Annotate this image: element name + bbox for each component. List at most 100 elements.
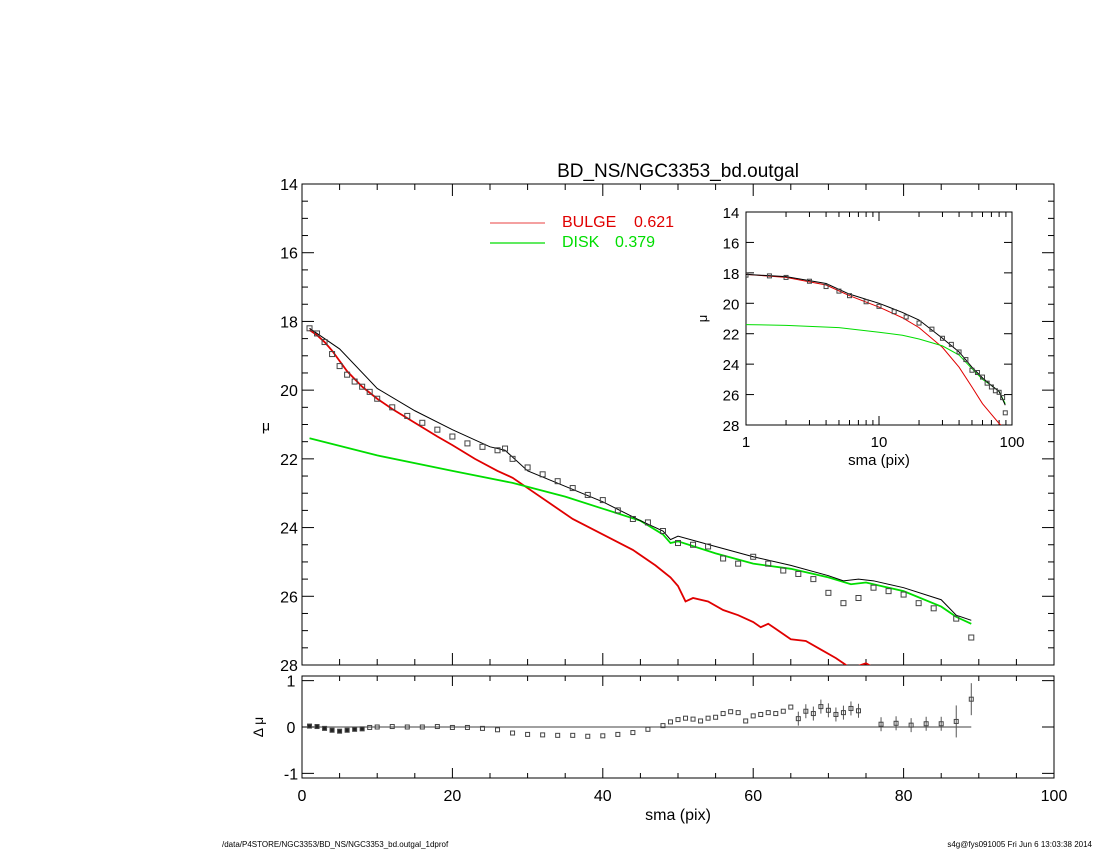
residual-point	[615, 731, 621, 737]
data-point	[870, 584, 877, 591]
residual-point	[968, 696, 974, 702]
residual-point	[307, 723, 313, 729]
residual-point	[352, 726, 358, 732]
residual-point	[720, 711, 726, 717]
data-point	[494, 447, 501, 454]
residual-point	[713, 714, 719, 720]
inset-data-point	[988, 384, 994, 390]
inset-data-point	[956, 349, 962, 355]
residual-point	[855, 708, 861, 714]
data-point	[629, 515, 636, 522]
data-point	[404, 412, 411, 419]
data-point	[953, 615, 960, 622]
x-tick-label: 100	[1041, 788, 1068, 805]
inset-data-point	[974, 370, 980, 376]
inset-y-tick-label: 14	[723, 205, 740, 222]
main-y-tick-label: 16	[280, 246, 298, 263]
data-point	[765, 560, 772, 567]
data-point	[840, 600, 847, 607]
inset-data-point	[948, 341, 954, 347]
inset-x-tick-label: 10	[871, 434, 888, 451]
inset-data-point	[916, 320, 922, 326]
legend-disk-label: DISK	[562, 234, 600, 251]
residual-point	[788, 704, 794, 710]
inset-data-point	[1002, 410, 1008, 416]
data-point	[539, 471, 546, 478]
inset-data-point	[806, 278, 812, 284]
inset-data-point	[891, 309, 897, 315]
residual-point	[818, 704, 824, 710]
data-point	[329, 351, 336, 358]
residual-point	[344, 727, 350, 733]
residual-point	[683, 715, 689, 721]
residual-point	[419, 724, 425, 730]
data-point	[336, 363, 343, 370]
residual-point	[728, 709, 734, 715]
residual-point	[803, 708, 809, 714]
data-point	[366, 388, 373, 395]
inset-data-point	[823, 284, 829, 290]
data-point	[614, 507, 621, 514]
data-point	[502, 445, 509, 452]
inset-y-axis-label: μ	[695, 315, 710, 323]
residual-point	[780, 708, 786, 714]
data-point	[855, 595, 862, 602]
data-point	[968, 634, 975, 641]
data-point	[314, 330, 321, 337]
data-point	[306, 325, 313, 332]
inset-data-point	[766, 273, 772, 279]
residual-point	[953, 718, 959, 724]
inset-y-tick-label: 16	[723, 235, 740, 252]
residual-point	[705, 715, 711, 721]
residual-point	[479, 725, 485, 731]
residual-point	[923, 721, 929, 727]
main-y-tick-label: 26	[280, 589, 298, 606]
x-tick-label: 20	[444, 788, 462, 805]
residual-point	[314, 724, 320, 730]
residual-point	[449, 724, 455, 730]
residual-point	[329, 727, 335, 733]
inset-data-point	[783, 274, 789, 280]
residual-point	[374, 724, 380, 730]
data-point	[449, 433, 456, 440]
inset-data-point	[876, 303, 882, 309]
residual-point	[600, 733, 606, 739]
residual-point	[525, 731, 531, 737]
residual-point	[743, 718, 749, 724]
residual-point	[464, 724, 470, 730]
data-point	[825, 589, 832, 596]
residual-point	[773, 711, 779, 717]
data-point	[750, 553, 757, 560]
data-point	[795, 570, 802, 577]
inset-data-point	[929, 326, 935, 332]
data-point	[720, 555, 727, 562]
data-point	[464, 440, 471, 447]
inset-data-point	[836, 288, 842, 294]
data-point	[374, 395, 381, 402]
residual-point	[510, 730, 516, 736]
residual-point	[848, 705, 854, 711]
inset-profile-line	[746, 273, 1006, 406]
x-tick-label: 60	[744, 788, 762, 805]
residual-point	[750, 713, 756, 719]
legend-bulge-label: BULGE	[562, 214, 616, 231]
residual-y-axis-label: Δ μ	[250, 717, 266, 738]
inset-y-tick-label: 28	[723, 418, 740, 435]
inset-plot-area	[746, 272, 1008, 425]
data-point	[659, 528, 666, 535]
data-point	[434, 426, 441, 433]
x-tick-label: 80	[895, 788, 913, 805]
inset-data-point	[746, 272, 749, 278]
inset-data-point	[846, 293, 852, 299]
main-y-tick-label: 14	[280, 177, 298, 194]
residual-point	[667, 719, 673, 725]
data-point	[780, 567, 787, 574]
data-point	[900, 591, 907, 598]
residual-point	[758, 711, 764, 717]
data-point	[524, 464, 531, 471]
main-y-tick-label: 22	[280, 452, 298, 469]
residual-y-tick-label: 1	[287, 674, 296, 691]
residual-y-tick-label: -1	[284, 766, 298, 783]
residual-point	[540, 732, 546, 738]
